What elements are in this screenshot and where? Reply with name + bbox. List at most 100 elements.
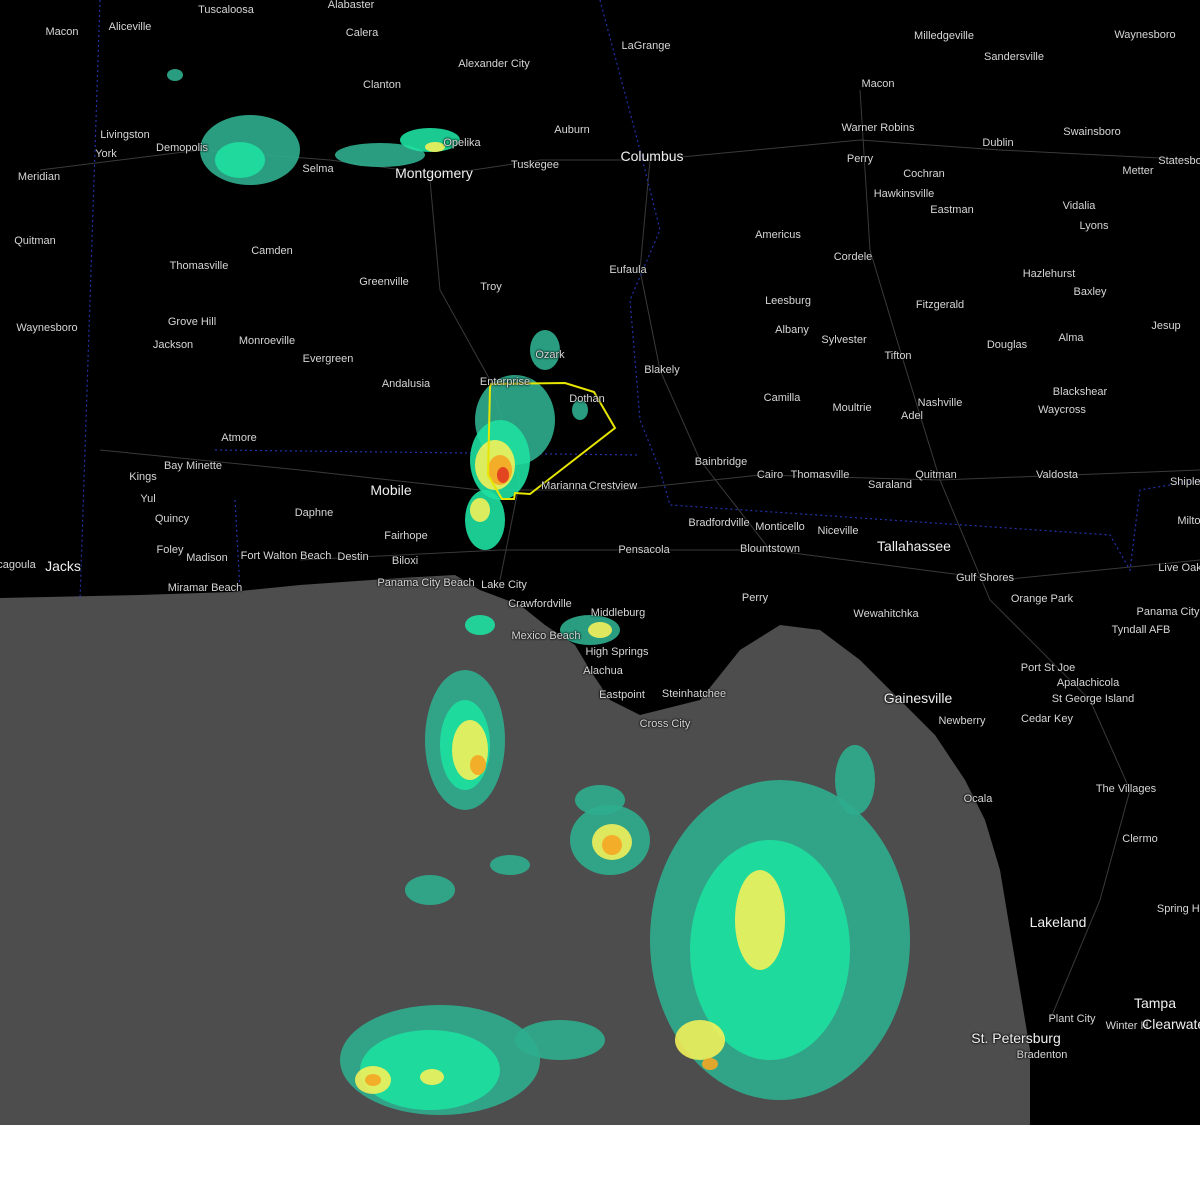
city-label: Alabaster [327,0,375,11]
radar-echo [602,835,622,855]
city-label: Quincy [154,513,190,525]
city-label: Hazlehurst [1022,268,1076,280]
map-base [0,0,1200,1125]
city-label: Cochran [903,168,945,180]
radar-echo [835,745,875,815]
city-label: Newberry [938,715,986,727]
city-label: Jackson [152,339,194,351]
city-label: St. Petersburg [971,1030,1061,1046]
city-label: Destin [337,551,369,563]
radar-reflectivity [167,69,910,1115]
radar-echo [470,498,490,522]
city-label: Miramar Beach [167,582,243,594]
city-label: High Springs [585,646,649,658]
city-label: Monroeville [238,335,296,347]
radar-echo [400,128,460,152]
city-label: Kings [129,471,157,483]
city-label: Hawkinsville [873,188,935,200]
city-label: Eastpoint [599,689,645,701]
city-label: Gulf Shores [955,572,1015,584]
city-label: Panama City [1136,606,1200,618]
city-label: Thomasville [790,469,850,481]
city-label: Camden [251,245,293,257]
city-label: Biloxi [391,555,419,567]
city-label: Macon [861,78,895,90]
city-label: Perry [846,153,874,165]
radar-echo [575,785,625,815]
city-label: Livingston [100,129,150,141]
radar-echo [425,142,445,152]
city-label: Jesup [1151,320,1181,332]
city-label: Live Oak [1158,562,1200,574]
city-label: Warner Robins [841,122,915,134]
city-label: Fitzgerald [915,299,965,311]
city-label: Aliceville [108,21,152,33]
city-label: Cross City [639,718,691,730]
radar-echo [420,1069,444,1085]
city-label: Bainbridge [694,456,748,468]
radar-echo [470,755,486,775]
city-label: LaGrange [621,40,671,52]
city-label: Baxley [1073,286,1107,298]
city-label: Saraland [867,479,913,491]
city-label: Orange Park [1010,593,1074,605]
city-label: Clearwater [1142,1016,1200,1032]
city-label: Alma [1058,332,1084,344]
city-label: Columbus [620,148,684,164]
city-label: Eastman [930,204,974,216]
radar-echo [335,143,425,167]
city-label: Cairo [756,469,784,481]
city-label: Apalachicola [1056,677,1120,689]
city-label: Grove Hill [167,316,217,328]
city-label: Tuskegee [511,159,559,171]
city-label: St George Island [1051,693,1135,705]
city-label: Mobile [370,482,412,498]
city-label: Demopolis [156,142,208,154]
city-label: Enterprise [479,376,531,388]
city-label: Tallahassee [877,538,951,554]
city-label: Blountstown [740,543,800,555]
city-label: Nashville [917,397,963,409]
city-label: Quitman [14,235,56,247]
city-label: Cordele [833,251,873,263]
city-label: Moultrie [832,402,872,414]
city-label: Americus [755,229,801,241]
city-label: Madison [186,552,228,564]
city-label: Crawfordville [508,598,572,610]
city-label: Plant City [1048,1013,1096,1025]
radar-echo [675,1020,725,1060]
city-label: Ocala [963,793,993,805]
city-label: Waynesboro [1114,29,1176,41]
city-label: Lakeland [1029,914,1087,930]
city-label: Evergreen [302,353,354,365]
city-label: Troy [480,281,502,293]
radar-map[interactable]: Tuscaloosa Alabaster Macon Aliceville Calera… [0,0,1200,1125]
city-label: Winter H [1105,1020,1149,1032]
city-label: Lake City [481,579,527,591]
city-label: Bradfordville [688,517,750,529]
city-label: The Villages [1095,783,1157,795]
state-borders [79,0,1200,601]
city-label: Daphne [294,507,334,519]
radar-echo [405,875,455,905]
city-label: Mexico Beach [511,630,581,642]
city-label: Marianna [541,480,587,492]
footer-blank [0,1125,1200,1200]
city-label: Eufaula [609,264,647,276]
city-label: Steinhatchee [661,688,727,700]
city-label: Port St Joe [1020,662,1076,674]
city-label: Atmore [221,432,257,444]
city-label: Lyons [1079,220,1109,232]
city-label: Macon [45,26,79,38]
city-label: Crestview [588,480,638,492]
radar-echo [215,142,265,178]
city-label: Meridian [17,171,61,183]
radar-echo [365,1074,381,1086]
city-label: Wewahitchka [853,608,919,620]
city-label: York [95,148,117,160]
radar-echo [490,855,530,875]
city-label: Clanton [363,79,401,91]
city-label: Middleburg [590,607,646,619]
severe-thunderstorm-warning-polygon[interactable] [486,381,617,500]
city-label: Waynesboro [16,322,78,334]
